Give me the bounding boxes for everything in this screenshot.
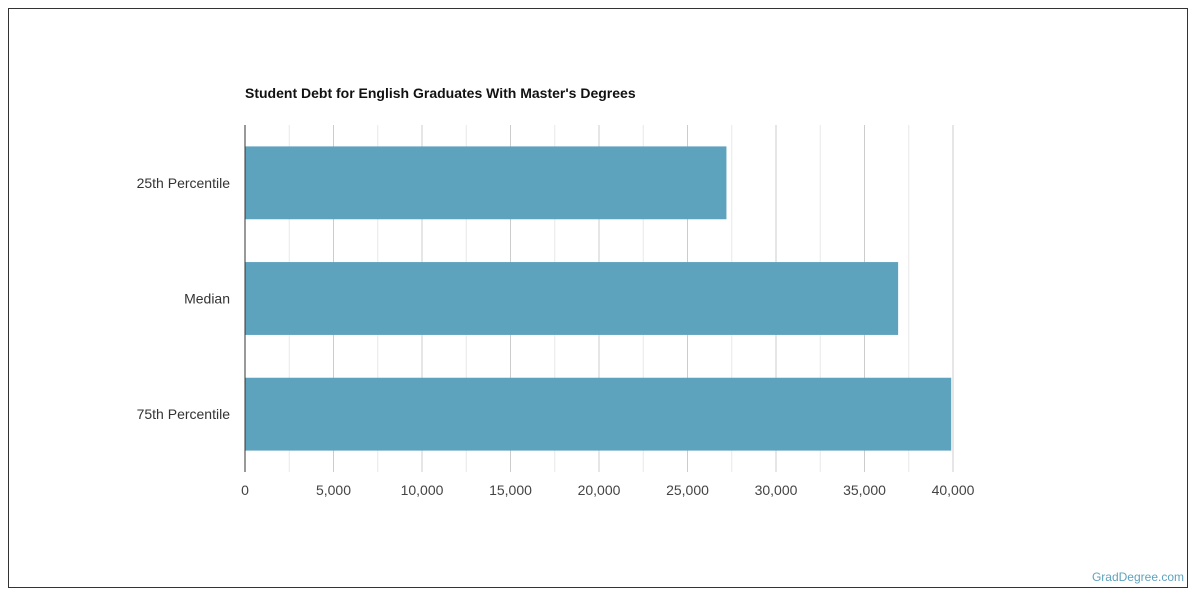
- bar-1: [245, 262, 899, 335]
- x-tick-label: 35,000: [843, 482, 886, 498]
- chart-title: Student Debt for English Graduates With …: [245, 85, 636, 101]
- x-tick-label: 0: [241, 482, 249, 498]
- x-tick-label: 10,000: [401, 482, 444, 498]
- category-label: 75th Percentile: [137, 406, 231, 422]
- bar-2: [245, 377, 952, 451]
- x-tick-label: 15,000: [489, 482, 532, 498]
- x-tick-label: 20,000: [578, 482, 621, 498]
- category-label: 25th Percentile: [137, 175, 231, 191]
- x-tick-label: 5,000: [316, 482, 351, 498]
- watermark: GradDegree.com: [1091, 570, 1184, 584]
- bar-0: [245, 146, 727, 220]
- x-tick-label: 30,000: [755, 482, 798, 498]
- category-label: Median: [184, 291, 230, 307]
- x-tick-label: 25,000: [666, 482, 709, 498]
- x-tick-label: 40,000: [932, 482, 975, 498]
